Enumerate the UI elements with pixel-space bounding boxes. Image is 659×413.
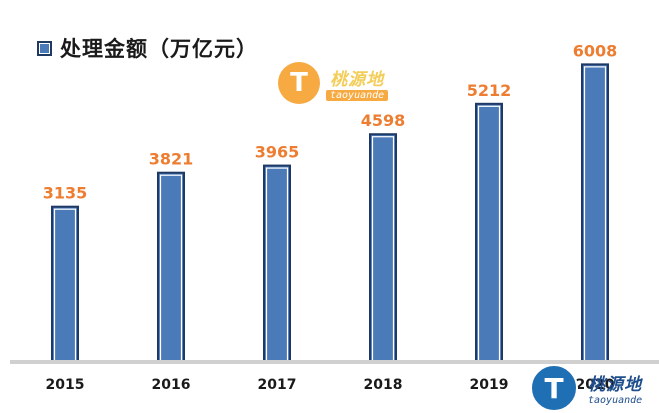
legend-label: 处理金额（万亿元） (60, 37, 258, 61)
x-tick-label-2020: 2020 (576, 377, 615, 393)
bar-2017 (263, 164, 291, 363)
data-label-2015: 3135 (43, 184, 88, 203)
data-label-2018: 4598 (361, 111, 406, 130)
legend-swatch (37, 40, 52, 56)
data-label-2019: 5212 (467, 81, 512, 100)
watermark-subtext: taoyuande (326, 90, 389, 101)
bar-2020 (581, 63, 609, 363)
data-label-2016: 3821 (149, 150, 194, 169)
data-label-2017: 3965 (255, 143, 300, 162)
bar-2015 (51, 205, 79, 363)
watermark-name: 桃源地 (588, 375, 643, 395)
watermark-name: 桃源地 (330, 70, 385, 90)
x-tick-label-2016: 2016 (152, 377, 191, 393)
x-tick-label-2017: 2017 (258, 377, 297, 393)
x-tick-label-2019: 2019 (470, 377, 509, 393)
watermark-t-icon: T (530, 364, 578, 412)
bars-layer (51, 63, 609, 363)
watermark-logo-bottom: T 桃源地 taoyuande (530, 364, 646, 412)
x-tick-label-2015: 2015 (46, 377, 85, 393)
bar-2019 (475, 102, 503, 363)
bar-2018 (369, 133, 397, 363)
labels-layer: 3135 3821 3965 4598 5212 6008 (43, 41, 618, 202)
watermark-logo-top: T 桃源地 taoyuande (278, 62, 389, 104)
watermark-t-icon: T (278, 62, 320, 104)
watermark-subtext: taoyuande (588, 395, 643, 406)
data-label-2020: 6008 (573, 41, 618, 60)
bar-2016 (157, 171, 185, 363)
ticks-layer: 2015 2016 2017 2018 2019 2020 (46, 377, 615, 393)
chart-legend: 处理金额（万亿元） (37, 33, 258, 63)
x-tick-label-2018: 2018 (364, 377, 403, 393)
